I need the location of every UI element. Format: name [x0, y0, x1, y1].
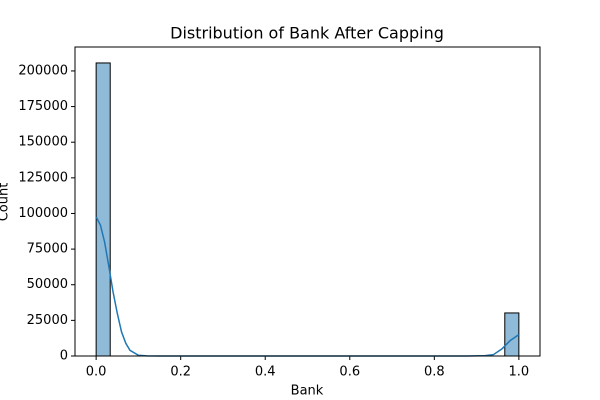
x-tick-label: 0.8 [424, 365, 445, 380]
y-tick-label: 0 [60, 349, 68, 364]
kde-line [95, 216, 520, 357]
x-tick-label: 0.4 [255, 365, 276, 380]
x-tick-label: 1.0 [509, 365, 530, 380]
x-tick-label: 0.0 [86, 365, 107, 380]
y-tick-label: 100000 [18, 206, 68, 221]
x-tick-label: 0.6 [339, 365, 360, 380]
bar [504, 312, 520, 357]
bar [95, 62, 111, 357]
plot-frame [74, 46, 541, 357]
y-tick-label: 175000 [18, 99, 68, 114]
x-tick-label: 0.2 [170, 365, 191, 380]
chart-title: Distribution of Bank After Capping [170, 24, 444, 43]
y-tick-label: 150000 [18, 135, 68, 150]
y-axis-label: Count [0, 183, 12, 222]
y-tick-label: 75000 [27, 242, 68, 257]
y-tick-label: 50000 [27, 277, 68, 292]
x-axis-label: Bank [291, 384, 324, 399]
y-tick-label: 125000 [18, 170, 68, 185]
y-tick-label: 200000 [18, 63, 68, 78]
y-tick-label: 25000 [27, 313, 68, 328]
